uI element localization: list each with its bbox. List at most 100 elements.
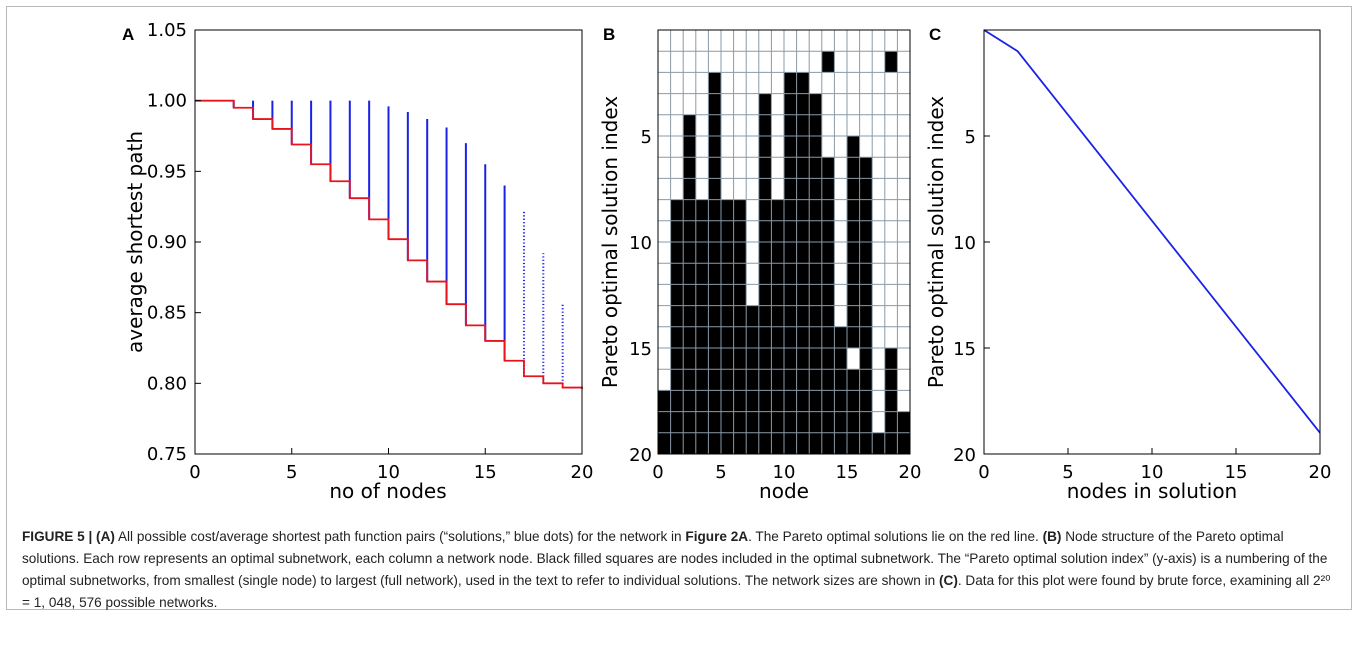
panel-c-xtick-label: 5 [1062,462,1073,483]
filled-cell [784,199,797,221]
panel-a-xticks: 0 5 10 15 20 [189,448,593,483]
filled-cell [758,305,772,327]
filled-cell [721,326,734,348]
filled-cell [809,369,822,391]
filled-cell [796,114,810,136]
panel-a-letter: A [122,25,134,44]
filled-cell [670,284,684,306]
filled-cell [758,242,772,264]
panel-a-yticks: 0.75 0.80 0.85 0.90 0.95 1.00 1.05 [147,20,201,465]
panel-a-ylabel: average shortest path [123,131,147,353]
filled-cell [658,411,671,433]
filled-cell [771,390,784,412]
filled-cell [821,242,835,264]
filled-cell [809,220,822,242]
filled-cell [884,390,898,412]
panel-a-ytick-label: 0.95 [147,161,187,182]
panel-c-xtick-label: 15 [1225,462,1248,483]
filled-cell [683,326,696,348]
filled-cell [670,390,684,412]
filled-cell [809,326,822,348]
filled-cell [733,369,747,391]
panel-b-xticks: 0 5 10 15 20 [652,462,921,483]
filled-cell [897,432,910,454]
panel-a-xtick-label: 20 [571,462,594,483]
panel-a-ytick-label: 1.00 [147,91,187,112]
filled-cell [796,263,810,285]
filled-cell [884,51,898,73]
filled-cell [708,305,721,327]
filled-cell [746,326,759,348]
panel-b-xtick-label: 15 [836,462,859,483]
panel-b-ytick-label: 10 [629,233,652,254]
panel-b-xtick-label: 0 [652,462,663,483]
filled-cell [708,178,721,200]
filled-cell [733,305,747,327]
filled-cell [859,432,873,454]
filled-cell [784,114,797,136]
filled-cell [721,263,734,285]
panel-c-xtick-label: 10 [1141,462,1164,483]
filled-cell [784,136,797,158]
filled-cell [708,284,721,306]
filled-cell [683,348,696,370]
filled-cell [708,348,721,370]
filled-cell [695,326,709,348]
filled-cell [708,220,721,242]
filled-cell [733,432,747,454]
panel-c-ytick-label: 15 [953,339,976,360]
filled-cell [670,263,684,285]
filled-cell [859,178,873,200]
panel-a: A 0 5 10 15 20 0.750.800.850.900.951.001.05 … [122,20,593,503]
filled-cell [746,305,759,327]
caption-segment: (B) [1042,529,1062,544]
filled-cell [695,199,709,221]
filled-cell [683,178,696,200]
panel-c-axes [983,29,1321,455]
filled-cell [796,432,810,454]
filled-cell [683,369,696,391]
filled-cell [784,157,797,179]
filled-cell [809,93,822,115]
panel-b-ylabel: Pareto optimal solution index [598,96,622,388]
filled-cell [809,199,822,221]
filled-cell [784,411,797,433]
filled-cell [821,157,835,179]
filled-cell [733,199,747,221]
filled-cell [796,199,810,221]
filled-cell [847,263,860,285]
filled-cell [683,220,696,242]
filled-cell [784,432,797,454]
filled-cell [859,263,873,285]
filled-cell [784,390,797,412]
filled-cell [796,178,810,200]
filled-cell [708,242,721,264]
panel-b-xlabel: node [759,479,809,503]
filled-cell [821,199,835,221]
caption-segment: All possible cost/average shortest path … [114,529,686,544]
filled-cell [809,305,822,327]
filled-cell [847,284,860,306]
filled-cell [683,390,696,412]
filled-cell [847,390,860,412]
filled-cell [821,284,835,306]
filled-cell [809,242,822,264]
filled-cell [784,263,797,285]
filled-cell [695,411,709,433]
filled-cell [884,369,898,391]
filled-cell [796,348,810,370]
filled-cell [708,326,721,348]
filled-cell [784,348,797,370]
filled-cell [746,390,759,412]
filled-cell [796,136,810,158]
filled-cell [771,263,784,285]
panel-c: C 0 5 10 15 20 5 10 15 20 nodes in solution Par… [924,25,1331,503]
panel-b-cells [658,51,910,454]
caption-segment: . The Pareto optimal solutions lie on th… [748,529,1043,544]
panel-a-ytick-label: 0.85 [147,303,187,324]
filled-cell [758,199,772,221]
filled-cell [695,242,709,264]
filled-cell [809,411,822,433]
filled-cell [821,51,835,73]
filled-cell [683,284,696,306]
